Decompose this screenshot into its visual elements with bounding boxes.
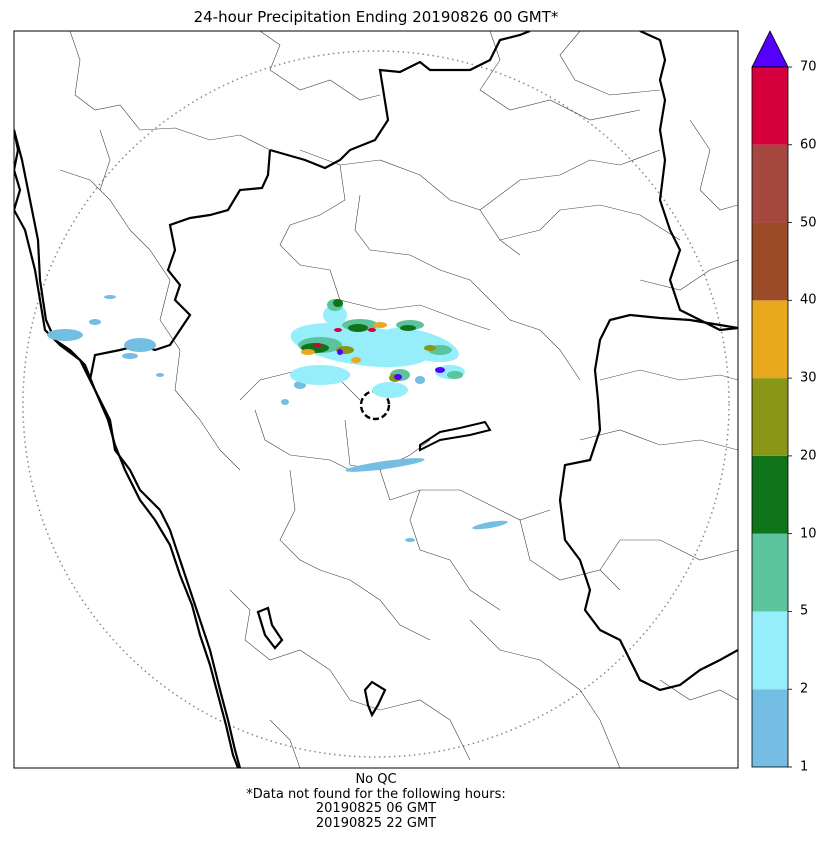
colorbar-tick-label: 5 [800, 603, 809, 619]
colorbar-segment-2-5 [752, 611, 788, 690]
state-boundaries [14, 31, 738, 768]
colorbar-segment-30-40 [752, 300, 788, 379]
radar-range-ring [22, 50, 730, 758]
colorbar-segment-10-20 [752, 455, 788, 534]
colorbar-tick-label: 60 [800, 137, 817, 153]
colorbar-segment-1-2 [752, 689, 788, 767]
district-boundaries [59, 31, 738, 768]
colorbar-segment-20-30 [752, 378, 788, 456]
map-area [14, 31, 738, 768]
colorbar-tick-label: 70 [800, 59, 817, 75]
colorbar-tick-label: 30 [800, 370, 817, 386]
colorbar-tick-label: 50 [800, 215, 817, 231]
colorbar-tick-label: 20 [800, 448, 817, 464]
colorbar-segment-5-10 [752, 533, 788, 612]
footer-notes: No QC *Data not found for the following … [14, 772, 738, 831]
map-title: 24-hour Precipitation Ending 20190826 00… [193, 8, 559, 26]
footer-missing-data-note: *Data not found for the following hours: [246, 786, 506, 802]
precipitation-cells [47, 295, 508, 542]
colorbar-extend-arrow [751, 30, 789, 68]
colorbar-segment-40-50 [752, 222, 788, 301]
coastline [14, 129, 240, 768]
colorbar-tick-label: 1 [800, 759, 809, 775]
footer-missing-hour-2: 20190825 22 GMT [315, 815, 437, 831]
footer-missing-hour-1: 20190825 06 GMT [315, 801, 437, 816]
map-frame [13, 30, 739, 769]
colorbar-outline [751, 66, 789, 768]
colorbar-segment-50-60 [752, 144, 788, 223]
colorbar-tick-label: 10 [800, 526, 817, 542]
colorbar-segment-60-70 [752, 67, 788, 145]
colorbar-tick-label: 2 [800, 681, 809, 697]
colorbar [751, 30, 792, 768]
footer-qc-note: No QC [355, 772, 397, 787]
colorbar-tick-label: 40 [800, 292, 817, 308]
